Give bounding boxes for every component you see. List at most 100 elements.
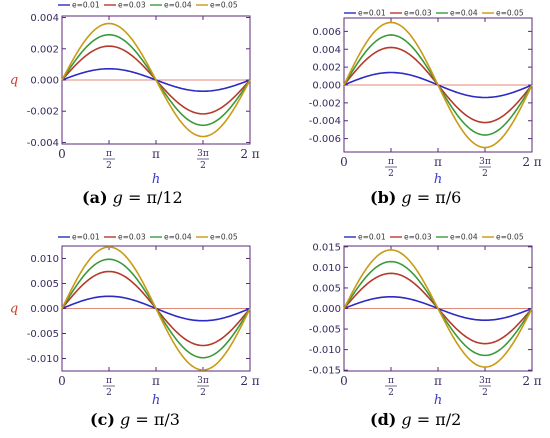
caption-value: π/3 <box>153 410 180 429</box>
chart-panel: e=0.01 e=0.03 e=0.04 e=0.05 0.015 0.010 0.005 0… <box>309 233 542 409</box>
x-tick-label-numerator: 3π <box>197 149 209 159</box>
x-tick-label-denominator: 2 <box>482 169 488 179</box>
x-axis-label: h <box>152 393 160 408</box>
x-tick-label: 2 π <box>522 374 541 388</box>
x-tick-label: 2 π <box>522 155 541 169</box>
x-tick-label-numerator: π <box>388 157 394 167</box>
y-tick-label: -0.005 <box>27 329 59 340</box>
y-tick-label: 0.000 <box>30 76 59 87</box>
x-tick-label: 3π2 <box>479 376 491 398</box>
y-tick-label: -0.002 <box>27 107 59 118</box>
y-tick-label: 0.010 <box>30 254 59 265</box>
x-tick-label: π <box>434 374 442 388</box>
x-tick-label: π2 <box>103 376 115 398</box>
y-tick-label: 0.010 <box>312 263 341 274</box>
y-tick-label: -0.015 <box>309 366 341 377</box>
caption-value: π/6 <box>435 188 462 207</box>
x-tick-label-numerator: 3π <box>479 376 491 386</box>
caption-variable: g <box>119 410 131 429</box>
x-tick-label: π2 <box>385 157 397 179</box>
x-axis-label: h <box>152 172 160 187</box>
x-tick-label: 0 <box>58 147 66 161</box>
legend-label: e=0.01 <box>358 9 386 18</box>
x-tick-label-numerator: 3π <box>197 376 209 386</box>
legend-label: e=0.05 <box>210 1 238 10</box>
legend-label: e=0.05 <box>496 9 524 18</box>
caption-b: (b) g = π/6 <box>370 188 461 207</box>
legend-label: e=0.03 <box>404 233 432 242</box>
x-axis-label: h <box>434 172 442 187</box>
caption-c: (c) g = π/3 <box>90 410 180 429</box>
caption-equals: = <box>130 410 154 429</box>
caption-equals: = <box>411 188 436 207</box>
x-tick-label: π2 <box>103 149 115 171</box>
y-tick-label: 0.002 <box>312 63 341 74</box>
y-tick-label: -0.010 <box>309 345 341 356</box>
series-line <box>343 249 533 368</box>
legend-label: e=0.03 <box>118 1 146 10</box>
legend-label: e=0.04 <box>450 233 478 242</box>
x-tick-label: 0 <box>58 374 66 388</box>
legend-label: e=0.01 <box>72 1 100 10</box>
y-axis-label: q <box>10 302 18 317</box>
legend-label: e=0.01 <box>358 233 386 242</box>
legend: e=0.01 e=0.03 e=0.04 e=0.05 <box>344 233 524 242</box>
y-tick-label: 0.004 <box>30 13 59 24</box>
chart-panel: e=0.01 e=0.03 e=0.04 e=0.05 0.004 0.002 0.000 -… <box>10 1 260 188</box>
caption-variable: g <box>401 188 412 207</box>
y-tick-label: -0.010 <box>27 354 59 365</box>
y-tick-label: -0.004 <box>27 138 59 149</box>
y-tick-label: -0.002 <box>309 98 341 109</box>
y-tick-label: -0.004 <box>309 116 341 127</box>
y-tick-label: 0.005 <box>312 283 341 294</box>
y-axis-label: q <box>10 73 18 88</box>
x-tick-label: 3π2 <box>197 376 209 398</box>
x-tick-label-denominator: 2 <box>200 161 206 171</box>
x-tick-label: π <box>152 374 160 388</box>
x-tick-label: π2 <box>385 376 397 398</box>
y-tick-label: 0.000 <box>312 304 341 315</box>
y-tick-label: 0.000 <box>312 81 341 92</box>
x-tick-label: π <box>434 155 442 169</box>
caption-letter: (d) <box>370 410 397 429</box>
legend-label: e=0.05 <box>210 233 238 242</box>
x-axis-label: h <box>434 393 442 408</box>
legend: e=0.01 e=0.03 e=0.04 e=0.05 <box>344 9 524 18</box>
legend-label: e=0.04 <box>450 9 478 18</box>
x-tick-label-numerator: π <box>388 376 394 386</box>
legend-label: e=0.03 <box>404 9 432 18</box>
chart-panel: e=0.01 e=0.03 e=0.04 e=0.05 0.010 0.005 0.000 -… <box>10 233 260 409</box>
y-tick-label: 0.005 <box>30 279 59 290</box>
caption-letter: (c) <box>90 410 115 429</box>
y-tick-label: -0.005 <box>309 325 341 336</box>
x-tick-label: 0 <box>340 155 348 169</box>
x-tick-label: 3π2 <box>197 149 209 171</box>
caption-a: (a) g = π/12 <box>82 188 183 207</box>
x-tick-label: 3π2 <box>479 157 491 179</box>
x-tick-label: 0 <box>340 374 348 388</box>
x-tick-label-denominator: 2 <box>482 388 488 398</box>
y-tick-label: 0.004 <box>312 45 341 56</box>
caption-value: π/12 <box>146 188 183 207</box>
caption-equals: = <box>122 188 147 207</box>
legend: e=0.01 e=0.03 e=0.04 e=0.05 <box>58 233 238 242</box>
caption-value: π/2 <box>435 410 462 429</box>
legend-label: e=0.04 <box>164 1 192 10</box>
y-tick-label: 0.006 <box>312 27 341 38</box>
x-tick-label-numerator: π <box>106 149 112 159</box>
y-tick-label: 0.002 <box>30 44 59 55</box>
x-tick-label-denominator: 2 <box>106 388 112 398</box>
caption-letter: (b) <box>370 188 397 207</box>
chart-panel: e=0.01 e=0.03 e=0.04 e=0.05 0.006 0.004 0.002 0… <box>309 9 542 188</box>
x-tick-label-denominator: 2 <box>106 161 112 171</box>
x-tick-label-denominator: 2 <box>388 169 394 179</box>
caption-letter: (a) <box>82 188 108 207</box>
series-line <box>61 22 251 138</box>
legend-label: e=0.01 <box>72 233 100 242</box>
y-tick-label: -0.006 <box>309 134 341 145</box>
x-tick-label: 2 π <box>240 374 259 388</box>
caption-variable: g <box>401 410 412 429</box>
x-tick-label-denominator: 2 <box>200 388 206 398</box>
legend-label: e=0.04 <box>164 233 192 242</box>
